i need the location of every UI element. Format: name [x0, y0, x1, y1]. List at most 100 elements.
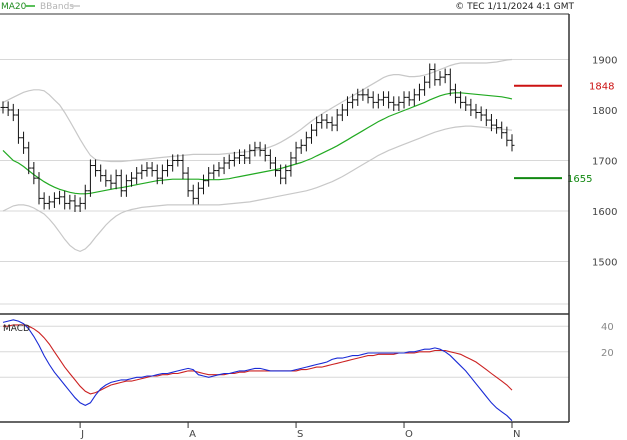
- ohlc-bar: [360, 88, 366, 101]
- ohlc-bar: [334, 108, 340, 132]
- ohlc-bar: [72, 194, 78, 212]
- chart-timestamp: © TEC 1/11/2024 4:1 GMT: [455, 2, 574, 12]
- ohlc-bar: [370, 91, 376, 109]
- ohlc-bar: [103, 169, 109, 187]
- ohlc-bar: [108, 174, 114, 190]
- ohlc-bar: [257, 141, 263, 157]
- ohlc-bar: [278, 164, 284, 185]
- ohlc-bar: [195, 182, 201, 205]
- ohlc-bar: [319, 114, 325, 129]
- macd-axis-ticks: 40 20: [601, 322, 614, 359]
- ohlc-bar: [211, 164, 217, 180]
- price-tick-label-1600: 1600: [592, 207, 617, 218]
- ohlc-bar: [483, 108, 489, 127]
- ohlc-bar: [422, 76, 428, 96]
- price-tick-label-1800: 1800: [592, 106, 617, 117]
- ohlc-bar: [314, 116, 320, 137]
- ohlc-bar: [458, 91, 464, 109]
- ohlc-bar: [252, 141, 258, 157]
- ohlc-bar: [237, 149, 243, 165]
- ohlc-bar: [206, 167, 212, 187]
- ohlc-bar: [478, 106, 484, 122]
- price-tick-label-1900: 1900: [592, 55, 617, 66]
- ohlc-bar: [98, 164, 104, 182]
- ohlc-bar: [396, 96, 402, 111]
- ohlc-bar: [159, 164, 165, 185]
- x-tick-label-A: A: [189, 429, 196, 440]
- ohlc-bar: [36, 172, 42, 205]
- ohlc-bar: [442, 68, 448, 84]
- ohlc-bar: [57, 190, 63, 205]
- ohlc-bar: [129, 172, 135, 187]
- ohlc-bar: [170, 154, 176, 172]
- ohlc-bar: [262, 144, 268, 162]
- ohlc-bar: [509, 134, 515, 152]
- ohlc-bar: [93, 159, 99, 177]
- ohlc-bar: [432, 63, 438, 86]
- ohlc-bar: [499, 121, 505, 139]
- price-gridlines: [0, 58, 569, 305]
- ohlc-bar: [185, 167, 191, 197]
- ohlc-bar: [51, 192, 57, 208]
- x-tick-label-N: N: [513, 429, 520, 440]
- ma20-line: [2, 92, 513, 195]
- ohlc-bar: [201, 174, 207, 195]
- ohlc-bar: [216, 161, 222, 177]
- legend-ma20-label: MA20: [1, 2, 27, 12]
- macd-gridlines: [0, 325, 569, 378]
- ohlc-bar: [473, 103, 479, 119]
- resistance-level-label: 1848: [589, 82, 614, 93]
- ohlc-bar: [411, 88, 417, 106]
- macd-panel: [0, 316, 569, 422]
- ohlc-bar: [242, 149, 248, 165]
- ohlc-bar: [31, 161, 37, 185]
- macd-signal-line: [3, 324, 513, 395]
- ohlc-bar: [350, 93, 356, 109]
- ohlc-bar: [10, 103, 16, 122]
- bbands-lower-line: [2, 125, 513, 253]
- ohlc-bar: [26, 141, 32, 175]
- ohlc-bar: [231, 151, 237, 167]
- ohlc-bar: [62, 190, 68, 210]
- ohlc-bar: [380, 91, 386, 106]
- ohlc-bar: [375, 93, 381, 109]
- header-bar: [0, 0, 627, 12]
- price-axis-ticks: 1500 1600 1700 1800 1900: [592, 55, 617, 268]
- price-bars: [0, 63, 515, 212]
- ohlc-bar: [272, 156, 278, 177]
- ohlc-bar: [283, 164, 289, 185]
- ohlc-bar: [494, 119, 500, 134]
- ohlc-bar: [15, 108, 21, 144]
- ohlc-bar: [144, 161, 150, 177]
- ohlc-bar: [175, 154, 181, 167]
- legend-bbands-label: BBands: [40, 2, 74, 12]
- macd-panel-title: MACD: [3, 324, 30, 334]
- price-tick-label-1700: 1700: [592, 156, 617, 167]
- ohlc-bar: [46, 195, 52, 210]
- ohlc-bar: [134, 167, 140, 185]
- ohlc-bar: [180, 154, 186, 180]
- ohlc-bar: [0, 101, 6, 114]
- ohlc-bar: [247, 144, 253, 165]
- macd-line: [2, 319, 513, 422]
- ohlc-bar: [401, 91, 407, 109]
- x-tick-label-J: J: [80, 429, 84, 440]
- ohlc-bar: [165, 159, 171, 177]
- price-panel: [0, 14, 569, 312]
- x-tick-label-S: S: [297, 429, 303, 440]
- ohlc-bar: [123, 174, 129, 197]
- macd-tick-label-40: 40: [601, 322, 614, 333]
- ohlc-bar: [308, 124, 314, 144]
- ohlc-bar: [221, 156, 227, 175]
- ohlc-bar: [82, 184, 88, 210]
- ohlc-bar: [226, 154, 232, 170]
- bbands-upper-line: [2, 58, 513, 163]
- ohlc-bar: [386, 91, 392, 109]
- ohlc-bar: [416, 83, 422, 101]
- macd-tick-label-20: 20: [601, 348, 614, 359]
- ohlc-bar: [504, 126, 510, 147]
- ohlc-bar: [437, 71, 443, 86]
- ohlc-bar: [139, 164, 145, 180]
